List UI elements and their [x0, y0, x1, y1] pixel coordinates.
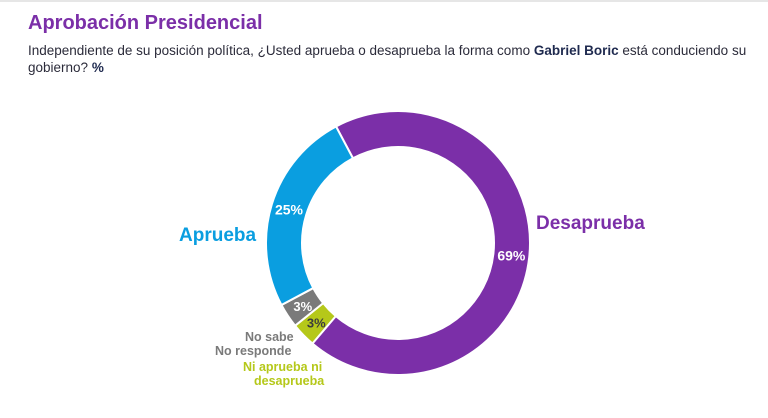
- label-aprueba: Aprueba: [179, 225, 257, 246]
- donut-value-ni-aprueba-ni-desaprueba: 3%: [307, 315, 326, 330]
- label-ni-line1: Ni aprueba ni: [243, 360, 323, 374]
- label-nsnr-line2: No responde: [215, 344, 292, 358]
- donut-slice-aprueba: [265, 125, 355, 307]
- label-nsnr-line1: No sabe: [245, 330, 294, 344]
- label-ni-line2: desaprueba: [254, 374, 325, 388]
- subtitle-text-pre: Independiente de su posición política, ¿…: [28, 43, 534, 58]
- top-divider: [0, 0, 768, 2]
- subtitle-unit: %: [91, 60, 104, 75]
- chart-title: Aprobación Presidencial: [28, 12, 263, 34]
- chart-subtitle: Independiente de su posición política, ¿…: [28, 42, 748, 76]
- subtitle-text-post: está conduciendo su gobierno?: [28, 43, 747, 75]
- donut-value-desaprueba: 69%: [497, 247, 526, 263]
- donut-value-no-sabe-no-responde: 3%: [293, 299, 312, 314]
- subtitle-name: Gabriel Boric: [533, 43, 619, 58]
- donut-slice-desaprueba: [311, 110, 531, 376]
- label-desaprueba: Desaprueba: [536, 213, 645, 234]
- donut-value-aprueba: 25%: [275, 202, 304, 218]
